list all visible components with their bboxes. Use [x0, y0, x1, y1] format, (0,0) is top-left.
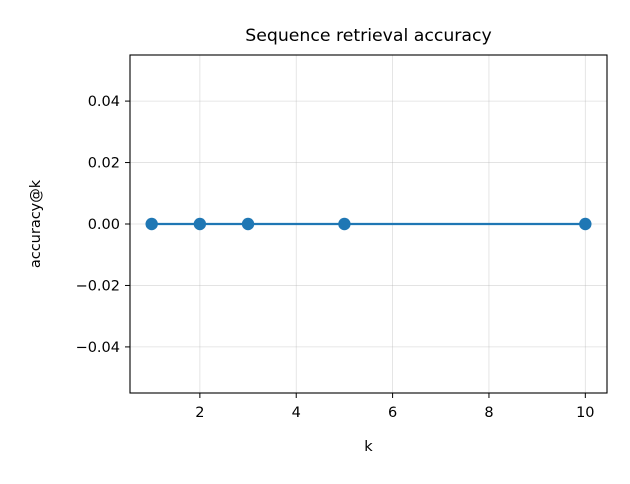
data-point — [579, 217, 592, 231]
x-tick-label: 2 — [195, 405, 204, 421]
x-tick-label: 6 — [388, 405, 397, 421]
chart-title: Sequence retrieval accuracy — [245, 26, 492, 46]
y-axis-label: accuracy@k — [28, 179, 44, 268]
x-tick-label: 4 — [292, 405, 301, 421]
x-tick-label: 8 — [484, 405, 493, 421]
y-tick-label: 0.02 — [88, 156, 120, 172]
x-tick-label: 10 — [576, 405, 594, 421]
y-tick-label: −0.02 — [76, 278, 120, 294]
data-point — [241, 217, 255, 231]
data-point — [338, 217, 351, 231]
y-tick-label: 0.00 — [88, 217, 120, 233]
axes: 2 4 6 8 10 −0.04 −0.02 0.00 0.02 0.04 — [76, 94, 595, 421]
data-series — [145, 217, 592, 231]
x-axis-label: k — [364, 439, 373, 455]
y-tick-label: −0.04 — [76, 340, 120, 356]
data-point — [193, 217, 207, 231]
y-tick-label: 0.04 — [88, 94, 120, 110]
data-point — [145, 217, 158, 231]
